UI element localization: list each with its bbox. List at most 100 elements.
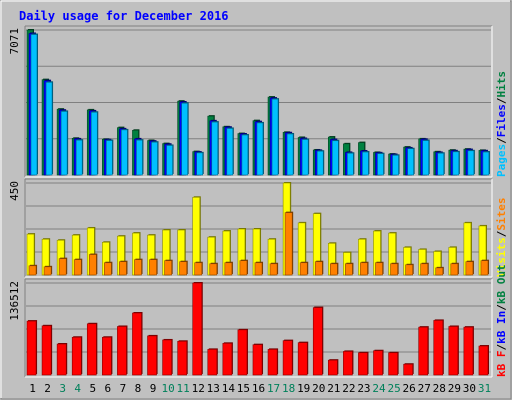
bar-sites xyxy=(345,263,353,276)
legend-entry: / xyxy=(495,344,508,351)
bar-sites xyxy=(269,263,278,276)
bar-sites xyxy=(254,262,263,276)
bar-sites xyxy=(360,262,368,276)
bar-kb-f xyxy=(327,359,338,376)
legend-entry: kB In xyxy=(495,311,508,344)
bar-sites xyxy=(329,263,338,276)
legend-entry: Pages xyxy=(495,144,508,177)
bar-sites xyxy=(420,263,429,276)
bar-pages xyxy=(75,139,83,176)
x-tick-label: 24 xyxy=(372,382,386,395)
bars-hits-files-pages xyxy=(26,29,490,176)
y-max-label: 136512 xyxy=(8,281,21,321)
bar-kb-f xyxy=(102,336,112,376)
x-tick-label: 12 xyxy=(192,382,205,395)
bar-sites xyxy=(209,263,218,276)
panel-visits-sites: 450 Visits/Sites xyxy=(8,178,508,278)
legend-entry: Files xyxy=(495,104,508,137)
x-tick-label: 20 xyxy=(312,382,325,395)
bar-pages xyxy=(45,82,53,176)
bar-kb-f xyxy=(117,326,127,376)
x-tick-label: 19 xyxy=(297,382,310,395)
bar-kb-f xyxy=(86,323,97,376)
bar-pages xyxy=(241,134,249,176)
bar-pages xyxy=(30,34,38,176)
bar-kb-f xyxy=(433,320,444,376)
bar-sites xyxy=(194,262,203,276)
bar-sites xyxy=(88,254,97,276)
bar-sites xyxy=(405,264,413,276)
bar-sites xyxy=(58,258,67,276)
x-tick-label: 10 xyxy=(161,382,174,395)
bar-kb-f xyxy=(162,339,172,376)
x-tick-label: 28 xyxy=(433,382,446,395)
bar-pages xyxy=(331,140,339,176)
legend-entry: kB F xyxy=(495,351,508,378)
bar-pages xyxy=(121,129,128,176)
bar-pages xyxy=(347,152,354,176)
bar-sites xyxy=(149,259,157,276)
bar-pages xyxy=(392,155,399,176)
bar-kb-f xyxy=(56,343,67,376)
bar-kb-f xyxy=(282,340,293,376)
bar-kb-f xyxy=(222,343,233,376)
bar-sites xyxy=(73,259,82,276)
bar-pages xyxy=(301,139,309,176)
bar-pages xyxy=(286,133,294,176)
bar-kb-f xyxy=(343,351,353,376)
legend-entry: / xyxy=(495,137,508,144)
bar-sites xyxy=(390,263,398,276)
bar-pages xyxy=(407,148,414,176)
bar-kb-f xyxy=(132,312,142,376)
bar-kb-f xyxy=(192,282,203,376)
x-tick-label: 2 xyxy=(44,382,51,395)
bar-sites xyxy=(284,212,293,276)
bar-sites xyxy=(179,261,188,276)
x-tick-label: 31 xyxy=(478,382,491,395)
bar-sites xyxy=(164,260,172,276)
x-tick-label: 22 xyxy=(342,382,355,395)
bar-sites xyxy=(239,260,248,276)
bar-kb-f xyxy=(71,336,82,376)
bar-pages xyxy=(271,98,279,176)
legend: Pages/Files/Hits xyxy=(495,71,508,177)
bar-sites xyxy=(43,266,52,276)
bar-pages xyxy=(166,145,173,176)
bar-pages xyxy=(362,151,369,176)
bar-kb-f xyxy=(373,350,383,376)
bar-kb-f xyxy=(388,352,398,376)
bar-sites xyxy=(375,262,383,276)
legend-entry: Sites xyxy=(495,198,508,231)
bar-sites xyxy=(224,262,233,276)
x-tick-label: 27 xyxy=(418,382,431,395)
bar-kb-f xyxy=(463,326,474,376)
bar-kb-f xyxy=(26,320,37,376)
bar-kb-f xyxy=(207,349,218,376)
legend: Visits/Sites xyxy=(495,198,508,278)
bar-pages xyxy=(377,153,384,176)
bar-pages xyxy=(482,151,490,176)
x-tick-label: 4 xyxy=(74,382,81,395)
bar-sites xyxy=(134,259,142,276)
x-tick-label: 29 xyxy=(448,382,461,395)
bars-visits-sites xyxy=(26,182,489,276)
bar-pages xyxy=(226,128,234,176)
x-tick-label: 15 xyxy=(237,382,250,395)
x-tick-label: 25 xyxy=(387,382,400,395)
bar-kb-f xyxy=(177,341,188,376)
legend-entry: / xyxy=(495,304,508,311)
bar-kb-f xyxy=(478,345,489,376)
x-tick-label: 8 xyxy=(135,382,142,395)
bar-sites xyxy=(435,267,444,276)
bar-kb-f xyxy=(267,349,278,376)
x-tick-label: 18 xyxy=(282,382,295,395)
bar-pages xyxy=(106,140,113,176)
x-tick-label: 13 xyxy=(207,382,220,395)
chart-title: Daily usage for December 2016 xyxy=(19,9,229,23)
bar-sites xyxy=(28,265,37,276)
x-tick-label: 14 xyxy=(222,382,236,395)
